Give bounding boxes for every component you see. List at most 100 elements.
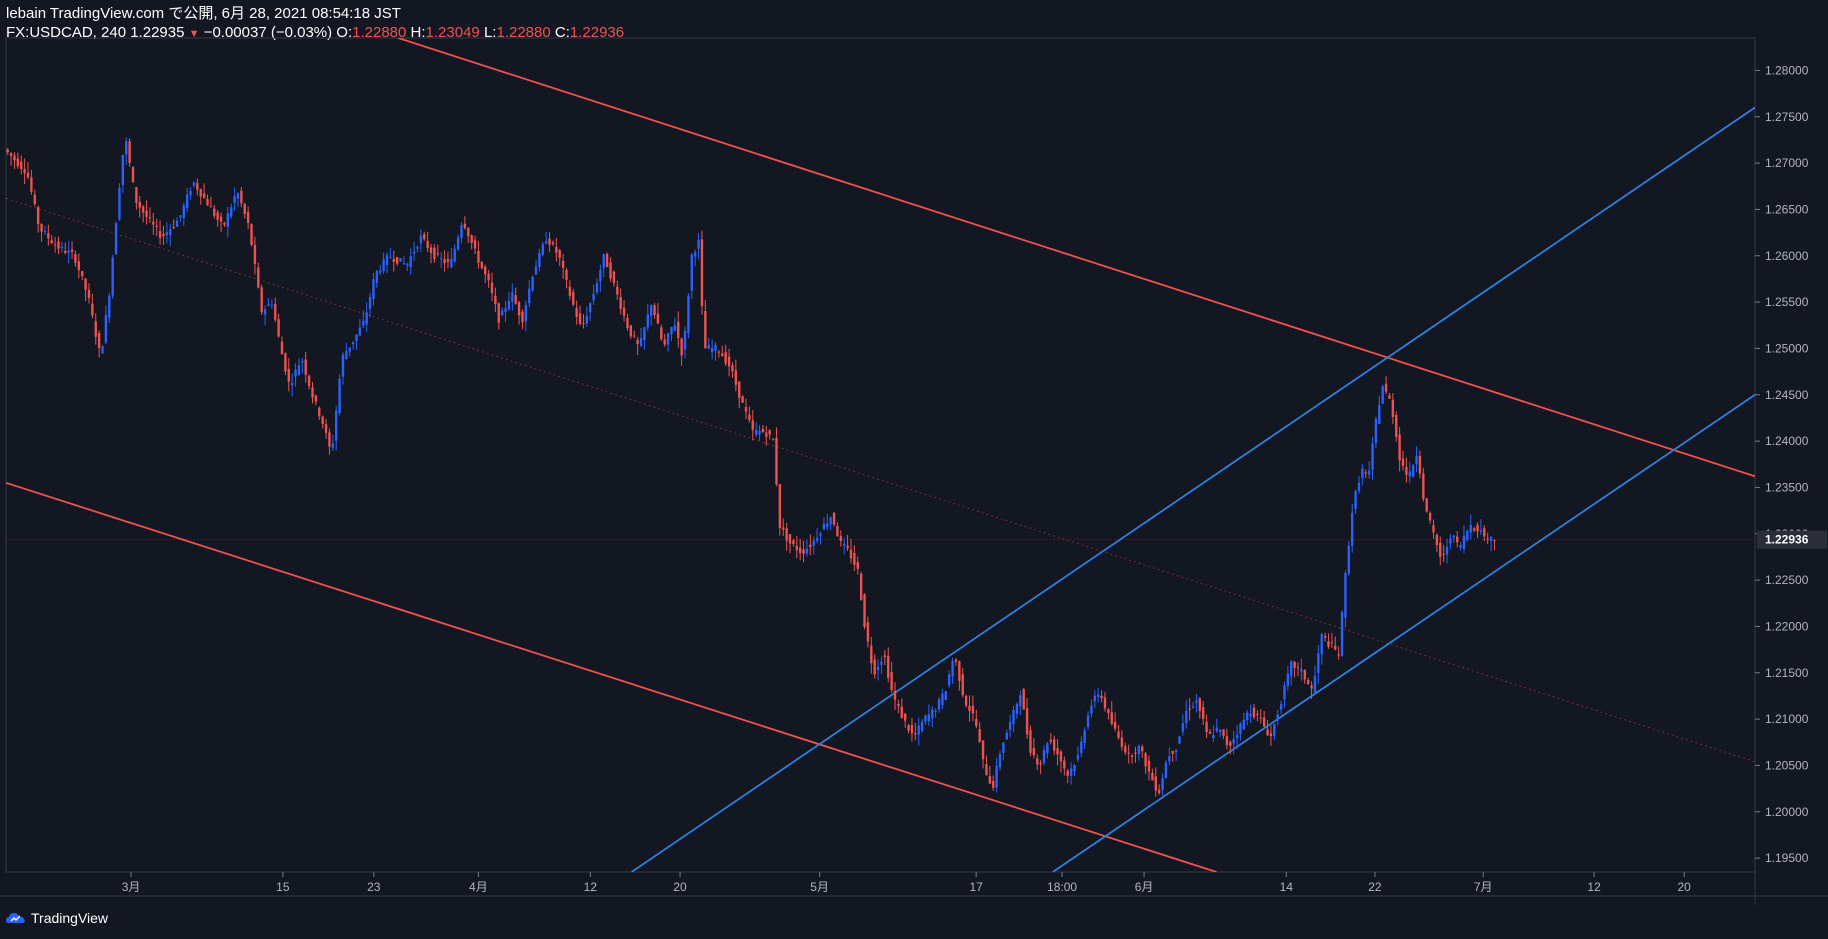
- down-arrow-icon: ▼: [188, 28, 200, 40]
- candle: [663, 333, 666, 347]
- candle: [1432, 519, 1435, 539]
- candle-body: [470, 235, 473, 243]
- candle: [33, 189, 36, 207]
- candle-body: [992, 780, 995, 788]
- candle-body: [57, 241, 60, 249]
- candle: [819, 531, 822, 545]
- candle-body: [23, 168, 26, 174]
- candle-body: [209, 206, 213, 208]
- candle: [1086, 711, 1090, 730]
- candle-body: [1110, 712, 1113, 724]
- candle: [761, 424, 765, 434]
- candle-body: [1428, 513, 1432, 521]
- candle: [379, 264, 382, 276]
- candle: [1317, 644, 1320, 684]
- candle: [592, 284, 595, 306]
- candle: [687, 293, 690, 339]
- candle: [1290, 659, 1293, 686]
- candle: [1486, 532, 1489, 545]
- candle-body: [541, 244, 544, 255]
- candle: [1097, 687, 1100, 703]
- candle: [944, 690, 947, 701]
- candle: [1036, 754, 1039, 771]
- candle: [385, 252, 389, 273]
- candle-body: [1205, 721, 1208, 733]
- candle: [1076, 746, 1080, 762]
- candle: [1185, 699, 1188, 729]
- candle-body: [36, 207, 40, 225]
- candle: [1384, 376, 1388, 395]
- candle-body: [1208, 731, 1212, 734]
- candle-body: [507, 300, 511, 310]
- price-change: −0.00037 (−0.03%): [203, 24, 333, 41]
- candle: [1351, 503, 1354, 553]
- candle-body: [331, 443, 335, 449]
- candle-body: [927, 714, 931, 722]
- candle: [1212, 725, 1215, 743]
- candle-body: [487, 273, 490, 281]
- candle: [253, 236, 257, 275]
- candle-body: [1141, 746, 1144, 752]
- tradingview-logo[interactable]: TradingView: [6, 910, 108, 926]
- candle: [179, 215, 182, 222]
- candle-body: [524, 305, 528, 322]
- low-value: 1.22880: [496, 24, 551, 41]
- candle: [1425, 497, 1428, 513]
- candle: [1191, 701, 1195, 709]
- candle-body: [456, 237, 460, 250]
- candle: [1422, 467, 1425, 502]
- chart-header: lebain TradingView.com で公開, 6月 28, 2021 …: [6, 4, 624, 44]
- candle: [870, 636, 873, 674]
- candle: [1340, 610, 1344, 657]
- candle: [280, 336, 284, 355]
- candle: [900, 698, 903, 719]
- candle: [111, 254, 114, 299]
- candle-body: [1344, 572, 1347, 618]
- candle-body: [700, 239, 704, 307]
- candle-body: [1069, 768, 1073, 776]
- candle-body: [907, 725, 910, 731]
- candle-body: [192, 182, 196, 186]
- candle-body: [30, 177, 33, 192]
- candle: [971, 695, 975, 722]
- candle-body: [186, 194, 189, 208]
- candle-body: [1347, 545, 1351, 574]
- candle-body: [155, 225, 158, 227]
- candle: [1100, 690, 1103, 703]
- candle: [433, 244, 436, 263]
- candle-body: [870, 645, 873, 664]
- candle-body: [1425, 498, 1428, 512]
- candle-body: [385, 255, 389, 265]
- candle: [1303, 669, 1306, 684]
- candle: [538, 248, 541, 272]
- candle: [314, 394, 318, 406]
- candle-body: [1042, 750, 1046, 764]
- candle-body: [985, 764, 988, 776]
- candle: [409, 248, 412, 275]
- candle-body: [1452, 535, 1455, 538]
- candle-body: [118, 187, 121, 220]
- candle: [1066, 768, 1069, 784]
- candle-body: [324, 424, 328, 433]
- candle: [429, 243, 433, 264]
- candle: [1083, 727, 1086, 749]
- candle: [443, 250, 446, 272]
- candle: [1225, 728, 1229, 750]
- candle: [656, 303, 660, 324]
- candle-body: [64, 250, 67, 253]
- time-tick-label: 20: [1677, 880, 1691, 894]
- candle-body: [1283, 685, 1286, 700]
- candle-body: [473, 240, 477, 249]
- candle: [1273, 723, 1276, 741]
- candle-body: [944, 691, 947, 700]
- candle-body: [338, 378, 341, 414]
- low-label: L:: [483, 24, 497, 41]
- candle: [43, 225, 47, 235]
- candle-body: [646, 314, 649, 328]
- candle: [1276, 710, 1279, 726]
- candle: [169, 223, 172, 247]
- candle: [578, 305, 582, 326]
- candle-body: [121, 154, 125, 185]
- candle: [985, 755, 988, 776]
